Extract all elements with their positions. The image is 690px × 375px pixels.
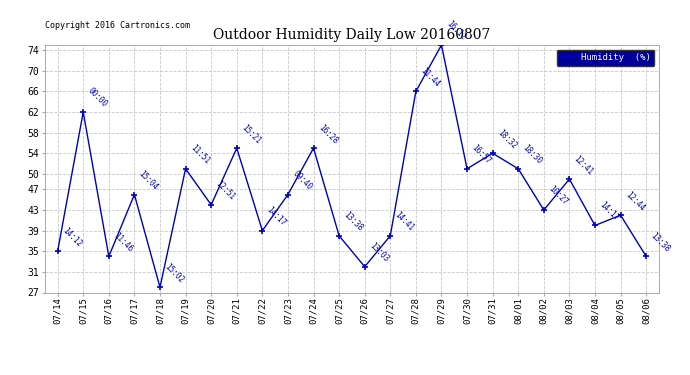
Text: 16:57: 16:57 [470, 143, 493, 166]
Text: 10:27: 10:27 [546, 184, 569, 207]
Text: 14:41: 14:41 [393, 210, 416, 233]
Text: 13:38: 13:38 [649, 231, 671, 254]
Text: 11:51: 11:51 [188, 143, 211, 166]
Title: Outdoor Humidity Daily Low 20160807: Outdoor Humidity Daily Low 20160807 [213, 28, 491, 42]
Text: 14:17: 14:17 [265, 205, 288, 228]
Text: 18:32: 18:32 [495, 128, 518, 150]
Text: 15:21: 15:21 [239, 123, 262, 146]
Text: 00:00: 00:00 [86, 87, 109, 109]
Text: 11:46: 11:46 [112, 231, 135, 254]
Text: 09:40: 09:40 [290, 169, 313, 192]
Text: 15:04: 15:04 [137, 169, 160, 192]
Text: 15:02: 15:02 [163, 262, 186, 285]
Text: 11:44: 11:44 [419, 66, 442, 88]
Text: 18:30: 18:30 [521, 143, 544, 166]
Text: Copyright 2016 Cartronics.com: Copyright 2016 Cartronics.com [45, 21, 190, 30]
Text: 12:44: 12:44 [623, 190, 646, 212]
Text: 16:12: 16:12 [444, 20, 467, 42]
Text: 12:41: 12:41 [572, 154, 595, 176]
Text: 14:17: 14:17 [598, 200, 620, 223]
Text: 13:03: 13:03 [368, 241, 390, 264]
Text: 12:51: 12:51 [214, 179, 237, 202]
Text: 16:28: 16:28 [316, 123, 339, 146]
Text: 14:12: 14:12 [61, 226, 83, 249]
Legend: Humidity  (%): Humidity (%) [557, 50, 654, 66]
Text: 13:38: 13:38 [342, 210, 364, 233]
